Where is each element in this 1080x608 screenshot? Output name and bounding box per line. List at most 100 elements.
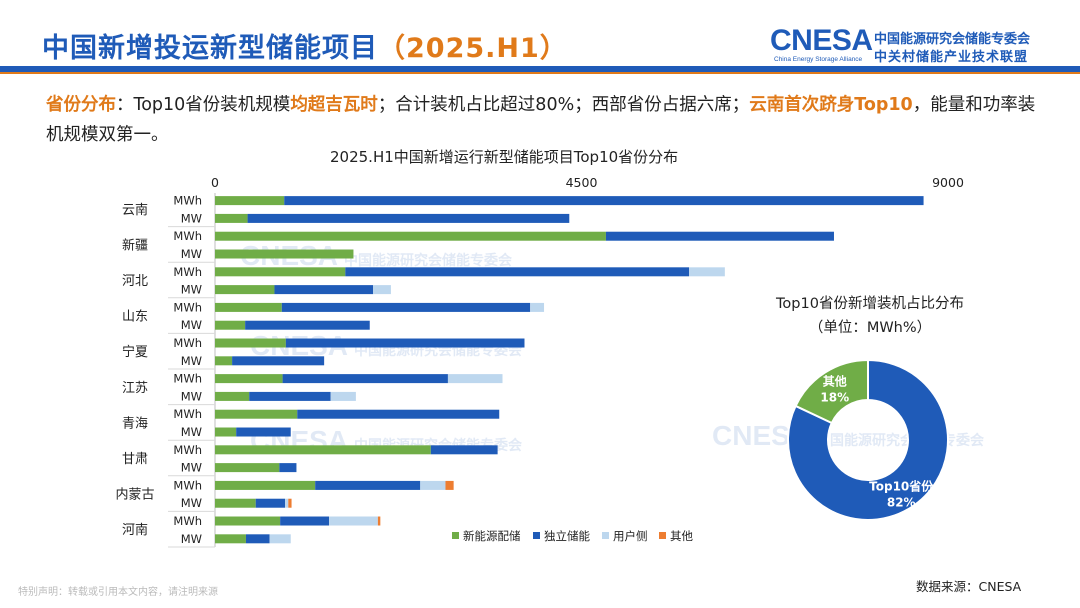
bar-segment <box>445 480 454 490</box>
bar-segment <box>232 356 325 366</box>
y-subcategory-label: MWh <box>173 336 202 350</box>
bar-segment <box>279 463 297 473</box>
y-category-label: 江苏 <box>122 380 148 396</box>
title-main: 中国新增投运新型储能项目 <box>42 33 378 64</box>
bar-segment <box>447 374 503 384</box>
y-category-label: 新疆 <box>122 237 148 253</box>
header-divider-blue <box>0 66 1080 72</box>
legend-swatch <box>533 532 540 539</box>
bar-segment <box>269 534 291 544</box>
y-subcategory-label: MW <box>181 532 202 546</box>
y-subcategory-label: MWh <box>173 443 202 457</box>
cnesa-logo: CNESA China Energy Storage Alliance 中国能源… <box>770 24 1070 66</box>
bar-segment <box>215 391 250 401</box>
bar-segment <box>215 427 237 437</box>
summary-part1: Top10省份装机规模 <box>133 95 291 115</box>
disclaimer: 特别声明：转载或引用本文内容，请注明来源 <box>18 587 218 598</box>
bar-segment <box>215 213 248 223</box>
y-subcategory-label: MWh <box>173 478 202 492</box>
y-subcategory-label: MWh <box>173 300 202 314</box>
legend-swatch <box>602 532 609 539</box>
bar-segment <box>280 516 330 526</box>
y-subcategory-label: MWh <box>173 514 202 528</box>
y-subcategory-label: MWh <box>173 265 202 279</box>
legend-label: 新能源配储 <box>463 529 521 543</box>
bar-segment <box>282 374 448 384</box>
bar-segment <box>215 480 316 490</box>
pie-slice-label: Top10省份 <box>869 478 934 493</box>
y-subcategory-label: MWh <box>173 407 202 421</box>
y-subcategory-label: MW <box>181 211 202 225</box>
bar-segment <box>285 498 289 508</box>
logo-cn-line2: 中关村储能产业技术联盟 <box>874 50 1029 65</box>
bar-segment <box>420 480 446 490</box>
y-category-label: 甘肃 <box>122 452 148 467</box>
bar-segment <box>297 409 500 419</box>
y-subcategory-label: MW <box>181 425 202 439</box>
bar-segment <box>315 480 421 490</box>
y-subcategory-label: MWh <box>173 229 202 243</box>
bar-segment <box>215 231 606 241</box>
legend-label: 用户侧 <box>613 529 648 543</box>
bar-segment <box>215 196 285 206</box>
y-category-label: 河北 <box>122 274 148 289</box>
y-subcategory-label: MW <box>181 283 202 297</box>
bar-segment <box>215 249 354 259</box>
summary-label: 省份分布 <box>46 95 116 115</box>
bar-segment <box>215 445 431 455</box>
bar-segment <box>530 302 545 312</box>
bar-segment <box>274 285 374 295</box>
y-subcategory-label: MW <box>181 461 202 475</box>
pie-slice <box>787 358 949 521</box>
bar-segment <box>329 516 378 526</box>
bar-segment <box>345 267 690 277</box>
bar-segment <box>605 231 834 241</box>
bar-segment <box>689 267 725 277</box>
x-tick-label: 4500 <box>566 175 598 190</box>
bar-segment <box>215 356 233 366</box>
bar-segment <box>215 320 246 330</box>
bar-segment <box>215 302 282 312</box>
summary-part2: ；合计装机占比超过80%；西部省份占据六席； <box>377 95 750 115</box>
y-subcategory-label: MW <box>181 318 202 332</box>
y-subcategory-label: MW <box>181 496 202 510</box>
pie-subtitle-line: （单位：MWh%） <box>808 320 932 336</box>
y-category-label: 宁夏 <box>122 344 148 360</box>
pie-title-line: Top10省份新增装机占比分布 <box>776 296 964 312</box>
y-category-label: 青海 <box>122 416 148 431</box>
bar-segment <box>430 445 498 455</box>
bar-segment <box>236 427 291 437</box>
y-category-label: 云南 <box>122 202 148 218</box>
bar-segment <box>377 516 381 526</box>
summary-text: 省份分布：Top10省份装机规模均超吉瓦时；合计装机占比超过80%；西部省份占据… <box>46 90 1046 150</box>
logo-word: CNESA <box>770 24 873 57</box>
bar-segment <box>281 302 531 312</box>
pie-chart-title: Top10省份新增装机占比分布 （单位：MWh%） <box>740 292 1000 340</box>
bar-segment <box>215 338 286 348</box>
summary-part3: ，能量和功率装机规模双第一。 <box>46 95 1036 145</box>
page-title: 中国新增投运新型储能项目（2025.H1） <box>42 26 568 65</box>
legend-swatch <box>659 532 666 539</box>
bar-segment <box>285 338 525 348</box>
bar-segment <box>215 534 246 544</box>
bar-segment <box>330 391 356 401</box>
y-subcategory-label: MWh <box>173 372 202 386</box>
data-source: 数据来源：CNESA <box>916 579 1022 594</box>
y-subcategory-label: MWh <box>173 194 202 208</box>
bar-segment <box>373 285 391 295</box>
y-category-label: 河南 <box>122 522 148 538</box>
legend-label: 其他 <box>670 529 693 543</box>
title-year: （2025.H1） <box>378 33 568 64</box>
bar-segment <box>215 409 298 419</box>
bar-segment <box>215 267 346 277</box>
summary-colon: ： <box>116 95 134 115</box>
y-category-label: 山东 <box>122 310 148 325</box>
x-tick-label: 0 <box>211 175 219 190</box>
bar-segment <box>245 320 370 330</box>
y-category-label: 内蒙古 <box>115 487 154 503</box>
bar-chart-title: 2025.H1中国新增运行新型储能项目Top10省份分布 <box>330 148 679 166</box>
pie-slice-label: 其他 <box>823 374 847 389</box>
logo-subtitle: China Energy Storage Alliance <box>774 56 863 63</box>
legend-swatch <box>452 532 459 539</box>
